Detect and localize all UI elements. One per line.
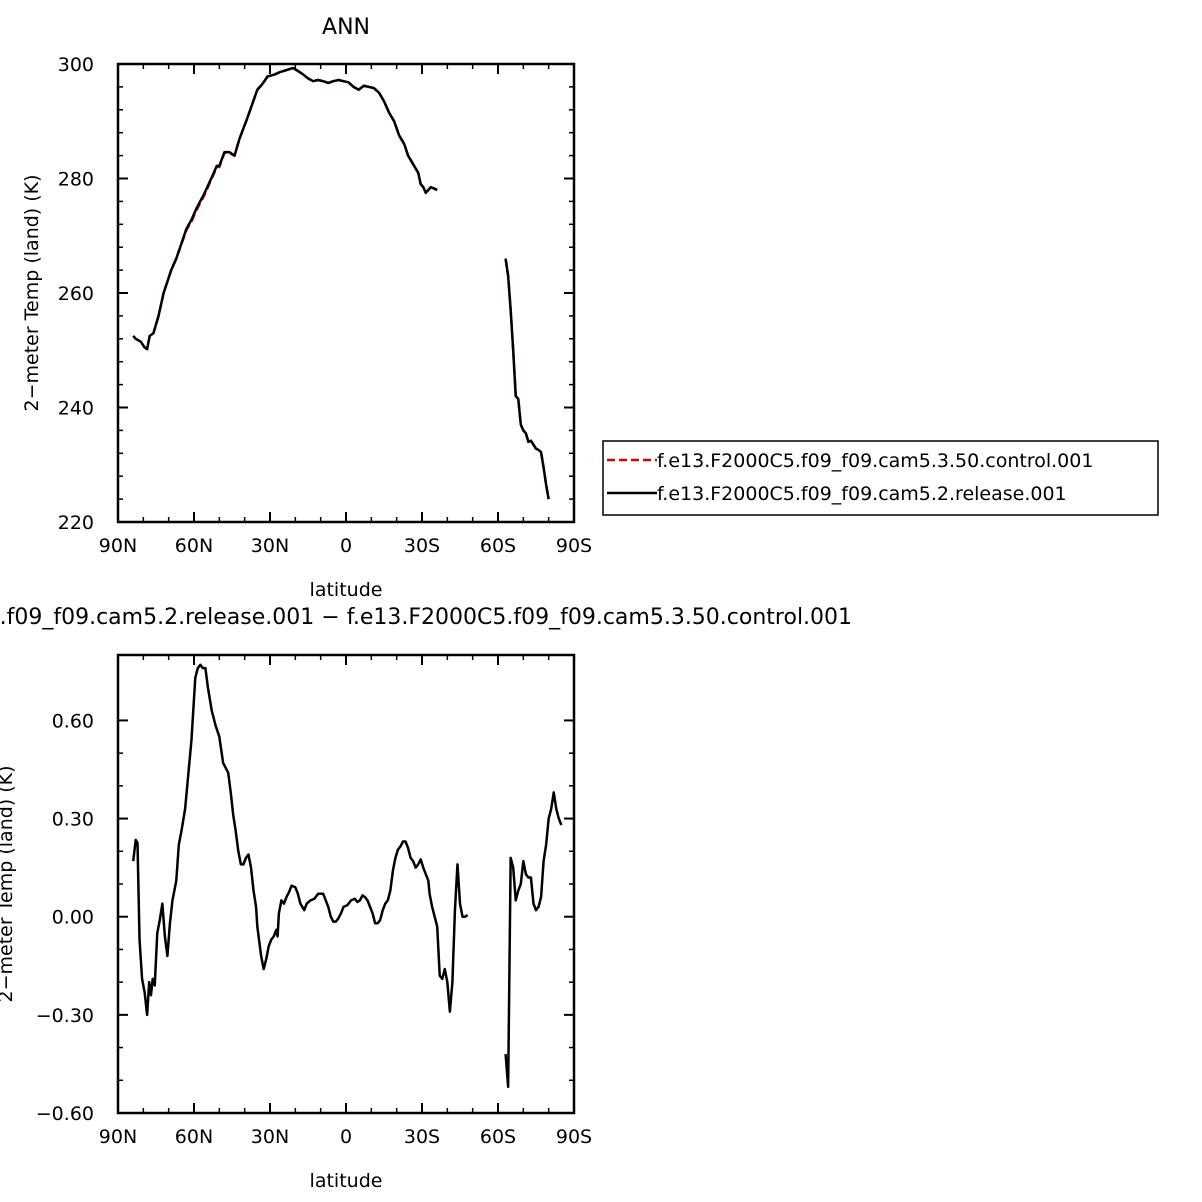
bottom-y-tick-label: 0.00 — [52, 907, 94, 929]
top-x-axis-label: latitude — [310, 579, 383, 601]
top-x-tick-label: 90S — [556, 535, 592, 557]
bottom-x-axis-label: latitude — [310, 1170, 383, 1192]
bottom-plot-frame — [116, 653, 576, 1115]
top-x-tick-label: 30S — [404, 535, 440, 557]
top-x-tick-label: 0 — [340, 535, 352, 557]
bottom-x-tick-label: 60S — [480, 1126, 516, 1148]
bottom-panel: f.e13.F2000C5.f09_f09.cam5.2.release.001… — [0, 605, 852, 1192]
top-panel: ANN 90N 60N 30N 0 30S 60S 90S 220 240 260 280 300 l… — [21, 15, 592, 601]
bottom-y-tick-label: 0.30 — [52, 809, 94, 831]
bottom-y-tick-label: −0.60 — [36, 1103, 94, 1125]
top-y-tick-label: 240 — [58, 398, 94, 420]
bottom-series-0-line-segment-1 — [504, 791, 563, 1089]
top-series-1-line-segment-1 — [504, 258, 550, 500]
bottom-x-tick-label: 90N — [99, 1126, 137, 1148]
top-y-tick-label: 220 — [58, 512, 94, 534]
top-plot-frame — [116, 62, 576, 524]
bottom-x-tick-label: 0 — [340, 1126, 352, 1148]
bottom-y-tick-label: 0.60 — [52, 710, 94, 732]
bottom-x-tick-label: 60N — [175, 1126, 213, 1148]
bottom-y-tick-label: −0.30 — [36, 1005, 94, 1027]
bottom-chart-title: f.e13.F2000C5.f09_f09.cam5.2.release.001… — [0, 605, 852, 630]
bottom-series-0-line-segment-0 — [131, 663, 469, 1017]
bottom-x-tick-label: 30N — [251, 1126, 289, 1148]
top-series-0-line-segment-0 — [132, 66, 438, 351]
legend-box — [602, 440, 1159, 516]
top-y-tick-label: 280 — [58, 169, 94, 191]
top-chart-title: ANN — [322, 15, 370, 40]
legend-label-release: f.e13.F2000C5.f09_f09.cam5.2.release.001 — [657, 483, 1067, 505]
top-series-1-line-segment-0 — [132, 66, 438, 351]
top-x-tick-label: 90N — [99, 535, 137, 557]
top-y-tick-label: 300 — [58, 54, 94, 76]
legend-label-control: f.e13.F2000C5.f09_f09.cam5.3.50.control.… — [657, 450, 1093, 472]
legend: f.e13.F2000C5.f09_f09.cam5.3.50.control.… — [602, 440, 1159, 516]
bottom-x-tick-label: 90S — [556, 1126, 592, 1148]
top-x-tick-label: 60N — [175, 535, 213, 557]
top-x-tick-label: 60S — [480, 535, 516, 557]
top-x-tick-label: 30N — [251, 535, 289, 557]
top-y-tick-label: 260 — [58, 283, 94, 305]
bottom-y-axis-label: 2−meter Temp (land) (K) — [0, 765, 17, 1002]
top-y-axis-label: 2−meter Temp (land) (K) — [21, 174, 43, 411]
bottom-x-tick-label: 30S — [404, 1126, 440, 1148]
